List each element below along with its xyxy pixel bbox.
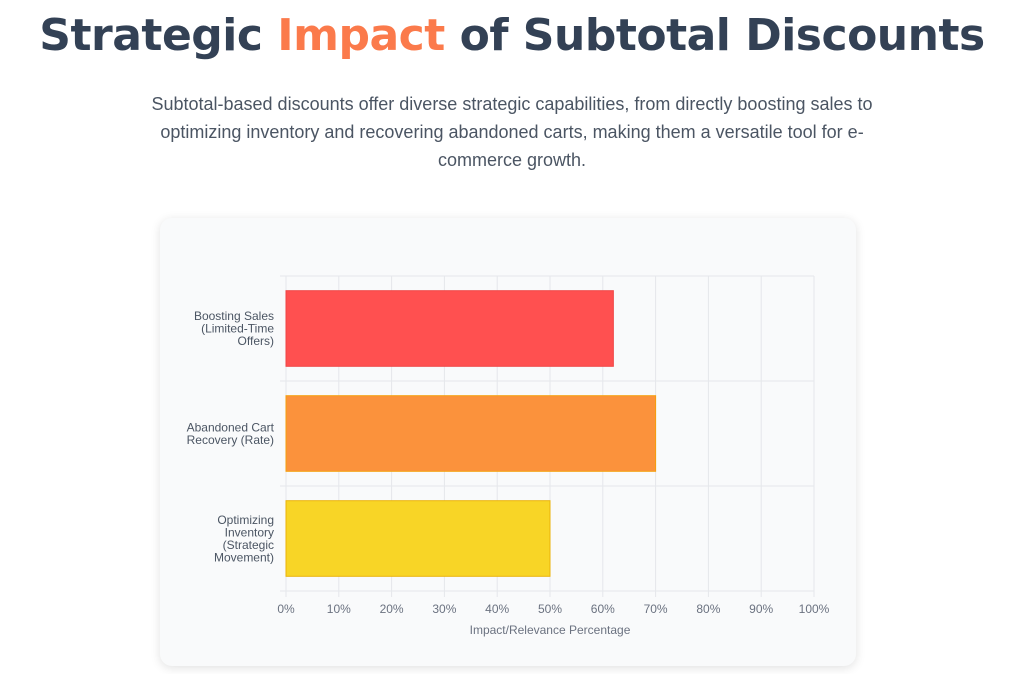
title-accent: Impact [277,10,445,61]
title-part-1: Strategic [39,10,278,61]
title-part-2: of Subtotal Discounts [444,10,986,61]
x-tick-label: 80% [696,602,720,616]
x-tick-label: 70% [644,602,668,616]
x-tick-label: 90% [749,602,773,616]
x-tick-label: 40% [485,602,509,616]
x-tick-label: 30% [432,602,456,616]
x-tick-label: 10% [327,602,351,616]
bar-3[interactable] [285,500,551,577]
x-tick-label: 100% [799,602,830,616]
category-label: Abandoned Cart Recovery (Rate) [187,420,275,447]
page-subtitle: Subtotal-based discounts offer diverse s… [151,94,873,170]
bar-2[interactable] [285,395,657,472]
chart-card: Boosting Sales (Limited-Time Offers) Abando… [160,218,856,666]
x-tick-label: 50% [538,602,562,616]
x-tick-label: 0% [277,602,295,616]
category-labels: Boosting Sales (Limited-Time Offers) Abando… [187,309,275,564]
x-tick-label: 60% [591,602,615,616]
bars [285,290,657,577]
bar-1[interactable] [285,290,614,367]
category-label: Boosting Sales (Limited-Time Offers) [194,309,274,348]
x-tick-label: 20% [380,602,404,616]
page-title: Strategic Impact of Subtotal Discounts [0,10,1024,61]
x-tick-labels: 0% 10% 20% 30% 40% 50% 60% 70% 80% 90% 100% [277,602,829,616]
category-label: Optimizing Inventory (Strategic Movement) [214,513,274,565]
bar-chart: Boosting Sales (Limited-Time Offers) Abando… [187,275,830,637]
x-axis-title: Impact/Relevance Percentage [470,623,631,637]
